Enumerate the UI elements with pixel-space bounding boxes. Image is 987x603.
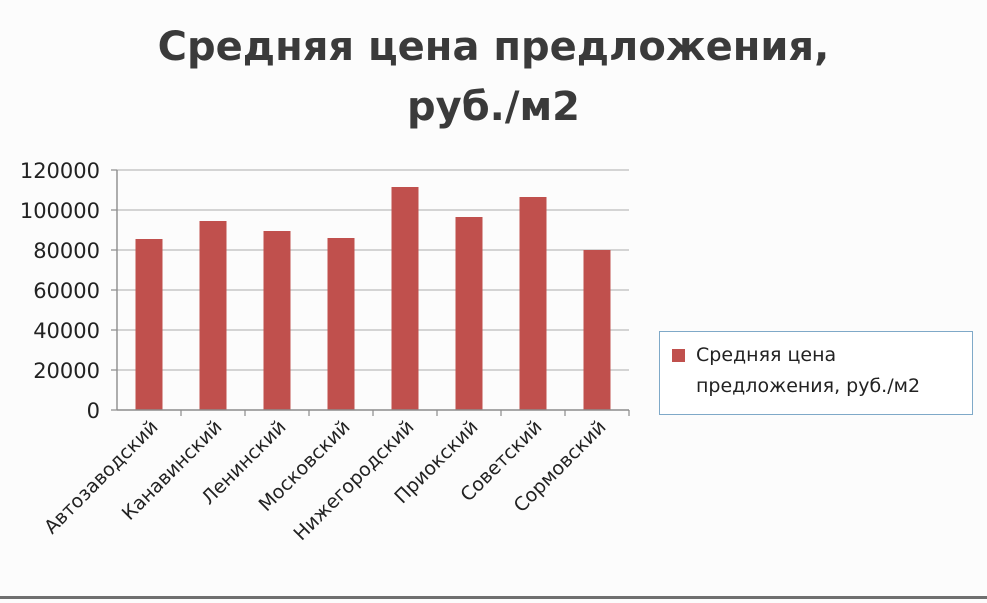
x-tick-label: Автозаводский (40, 416, 162, 538)
bar (583, 250, 611, 410)
x-tick-labels: АвтозаводскийКанавинскийЛенинскийМосковс… (40, 416, 610, 545)
legend-swatch (672, 349, 685, 362)
y-tick-label: 20000 (33, 359, 100, 383)
x-tick-label: Нижегородский (289, 416, 418, 545)
bar (135, 239, 163, 410)
bar (263, 231, 291, 410)
y-tick-label: 120000 (20, 159, 100, 183)
legend: Средняя цена предложения, руб./м2 (659, 331, 973, 415)
axes (111, 169, 630, 416)
chart-title-line-1: Средняя цена предложения, (157, 24, 830, 70)
bar (519, 197, 547, 410)
bars (135, 187, 611, 410)
y-tick-label: 0 (87, 399, 100, 423)
y-tick-label: 60000 (33, 279, 100, 303)
bar (199, 221, 227, 410)
bar (391, 187, 419, 410)
y-tick-label: 40000 (33, 319, 100, 343)
chart-title-line-2: руб./м2 (407, 84, 580, 130)
y-tick-label: 100000 (20, 199, 100, 223)
legend-label: Средняя цена предложения, руб./м2 (696, 344, 921, 397)
gridlines (117, 169, 629, 371)
y-tick-label: 80000 (33, 239, 100, 263)
bar (327, 238, 355, 410)
page-edge-line (0, 596, 987, 599)
y-tick-labels: 0 20000 40000 60000 80000 100000 120000 (20, 159, 100, 423)
bar (455, 217, 483, 410)
